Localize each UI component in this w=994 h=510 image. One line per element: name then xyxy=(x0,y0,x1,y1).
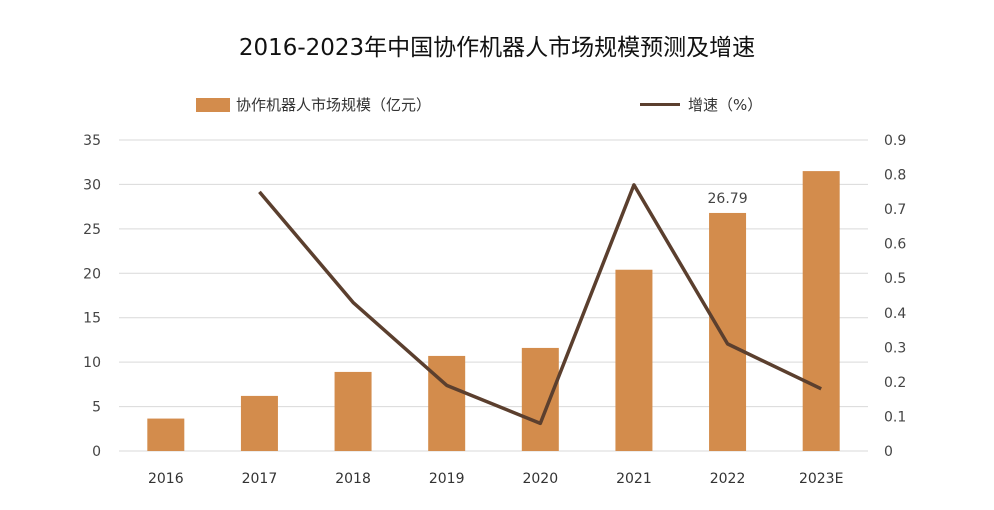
right-tick-label: 0.7 xyxy=(884,202,906,218)
left-tick-label: 25 xyxy=(83,222,101,238)
bar-2022 xyxy=(709,212,747,451)
x-tick-label: 2020 xyxy=(522,471,558,487)
legend-swatch-line xyxy=(640,103,680,106)
legend-item-bar: 协作机器人市场规模（亿元） xyxy=(196,94,431,115)
bar-2016 xyxy=(147,418,185,451)
bar-2018 xyxy=(334,371,372,451)
legend-swatch-bar xyxy=(196,97,230,112)
left-tick-label: 30 xyxy=(83,177,101,193)
right-tick-label: 0.5 xyxy=(884,271,906,287)
left-tick-label: 0 xyxy=(92,444,101,460)
bar-2019 xyxy=(428,355,466,451)
x-tick-label: 2022 xyxy=(710,471,746,487)
legend-item-line: 增速（%） xyxy=(640,94,762,115)
right-tick-label: 0.2 xyxy=(884,375,906,391)
x-tick-label: 2016 xyxy=(148,471,184,487)
data-label: 26.79 xyxy=(708,191,748,207)
right-tick-label: 0.6 xyxy=(884,237,906,253)
right-tick-label: 0.4 xyxy=(884,306,906,322)
right-tick-label: 0.1 xyxy=(884,409,906,425)
left-tick-label: 20 xyxy=(83,266,101,282)
x-tick-label: 2018 xyxy=(335,471,371,487)
x-tick-label: 2021 xyxy=(616,471,652,487)
x-tick-label: 2019 xyxy=(429,471,465,487)
right-tick-label: 0 xyxy=(884,444,893,460)
right-tick-label: 0.9 xyxy=(884,133,906,149)
right-tick-label: 0.3 xyxy=(884,340,906,356)
left-tick-label: 15 xyxy=(83,311,101,327)
bar-2023E xyxy=(802,171,840,451)
legend-label-line: 增速（%） xyxy=(688,96,763,114)
x-tick-label: 2023E xyxy=(799,471,843,487)
left-tick-label: 5 xyxy=(92,400,101,416)
chart-title: 2016-2023年中国协作机器人市场规模预测及增速 xyxy=(238,35,756,61)
x-tick-label: 2017 xyxy=(242,471,278,487)
bar-2020 xyxy=(521,347,559,451)
right-tick-label: 0.8 xyxy=(884,168,906,184)
bar-2021 xyxy=(615,269,653,451)
left-tick-label: 35 xyxy=(83,133,101,149)
bar-2017 xyxy=(240,395,278,451)
left-tick-label: 10 xyxy=(83,355,101,371)
legend-label-bar: 协作机器人市场规模（亿元） xyxy=(236,96,432,114)
